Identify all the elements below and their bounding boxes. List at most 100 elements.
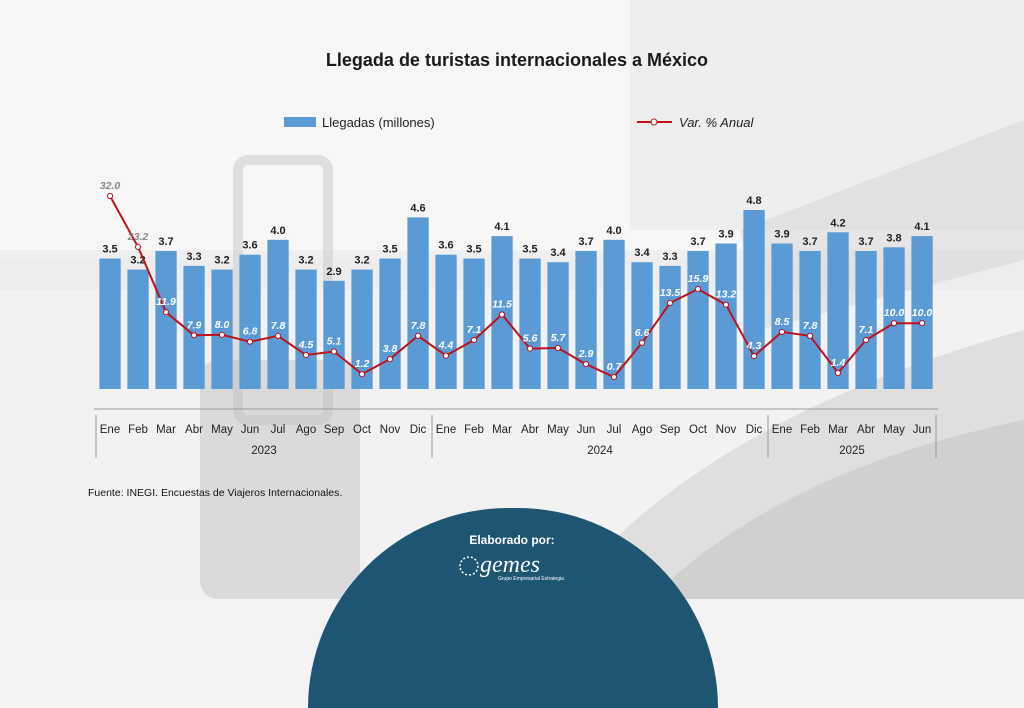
line-point (694, 286, 702, 293)
bar (211, 269, 233, 389)
x-tick-label: Abr (185, 424, 203, 436)
bar-value-label: 3.7 (802, 236, 817, 248)
line-value-label: 7.9 (187, 319, 202, 331)
bar-value-label: 2.9 (326, 266, 341, 278)
bar-value-label: 3.3 (186, 251, 201, 263)
line-point (666, 299, 674, 307)
line-point (750, 353, 758, 360)
line-value-label: 2.9 (578, 348, 594, 360)
line-point (246, 338, 254, 345)
line-value-label: 6.6 (635, 327, 650, 339)
bar (295, 269, 317, 389)
line-value-label: 0.7 (607, 361, 623, 373)
bar (827, 232, 849, 389)
x-tick-label: Abr (521, 424, 539, 436)
bar-value-label: 3.5 (522, 244, 537, 256)
line-point (106, 192, 114, 200)
x-tick-label: Jul (607, 424, 622, 436)
bar-value-label: 3.5 (382, 244, 397, 256)
line-value-label: 15.9 (688, 273, 709, 285)
line-point (302, 351, 310, 359)
x-tick-label: Ene (100, 424, 120, 436)
line-value-label: 10.0 (884, 307, 905, 319)
logo-wordmark: gemes (480, 552, 540, 578)
line-value-label: 8.5 (775, 316, 790, 328)
bar-value-label: 3.7 (858, 236, 873, 248)
bar-value-label: 3.6 (242, 240, 257, 252)
x-tick-label: Nov (380, 424, 401, 436)
x-tick-label: Jun (577, 424, 596, 436)
bar (435, 254, 457, 389)
bar-value-label: 4.1 (914, 221, 929, 233)
bar-value-label: 3.2 (298, 255, 313, 267)
line-value-label: 4.3 (746, 340, 762, 352)
line-value-label: 11.5 (492, 299, 512, 311)
bar (155, 251, 177, 389)
line-point (414, 332, 422, 339)
legend-line-label: Var. % Anual (679, 115, 755, 130)
line-point (638, 339, 646, 346)
x-tick-label: Ago (632, 424, 652, 436)
x-tick-label: Jun (241, 424, 260, 436)
bar-value-label: 3.7 (690, 236, 705, 248)
line-point (162, 309, 170, 316)
line-value-label: 6.8 (243, 326, 258, 338)
line-value-label: 7.1 (859, 324, 874, 336)
bar-value-label: 3.5 (466, 244, 481, 256)
line-point (330, 348, 338, 355)
line-point (778, 328, 786, 335)
line-value-label: 1.2 (355, 358, 370, 370)
line-point (218, 331, 226, 338)
line-point (134, 243, 142, 250)
bar-value-label: 3.5 (102, 244, 117, 256)
x-tick-label: May (547, 424, 569, 436)
bar-value-label: 4.0 (270, 225, 285, 237)
bar (687, 251, 709, 389)
x-tick-label: Feb (128, 424, 148, 436)
line-value-label: 3.8 (383, 343, 398, 355)
line-value-label: 23.2 (127, 231, 149, 243)
x-tick-label: Mar (828, 424, 848, 436)
bar (99, 258, 121, 389)
x-tick-label: Feb (464, 424, 484, 436)
bar-value-label: 3.7 (158, 236, 173, 248)
bar-value-label: 3.2 (214, 255, 229, 267)
x-tick-label: Abr (857, 424, 875, 436)
bar-value-label: 3.4 (550, 247, 566, 259)
x-tick-label: Dic (746, 424, 763, 436)
bar (183, 265, 205, 389)
bar-value-label: 3.9 (774, 229, 789, 241)
bar (631, 262, 653, 389)
line-value-label: 7.8 (803, 320, 818, 332)
bar (603, 239, 625, 389)
chart: Llegada de turistas internacionales a Mé… (94, 50, 938, 458)
legend: Llegadas (millones) Var. % Anual (284, 115, 755, 130)
line-value-label: 10.0 (912, 307, 933, 319)
line-value-label: 4.4 (438, 340, 454, 352)
bar (659, 265, 681, 389)
x-tick-label: Ene (436, 424, 456, 436)
bar-value-label: 3.2 (354, 255, 369, 267)
bar-series: 3.53.23.73.3 3.23.64.03.22.93.23.54.63.6 3… (99, 195, 933, 389)
bar-value-label: 3.8 (886, 232, 901, 244)
bar (407, 217, 429, 389)
bar (519, 258, 541, 389)
bar (855, 251, 877, 389)
line-point (918, 320, 926, 327)
chart-title: Llegada de turistas internacionales a Mé… (326, 50, 708, 70)
legend-bars-label: Llegadas (millones) (322, 115, 435, 130)
bar (575, 251, 597, 389)
bar-value-label: 4.8 (746, 195, 761, 207)
bar-value-label: 3.7 (578, 236, 593, 248)
line-point (554, 344, 562, 352)
line-value-label: 11.9 (156, 296, 176, 308)
line-point (190, 332, 198, 339)
line-value-label: 5.7 (551, 332, 567, 344)
gemes-logo: gemes Grupo Empresarial Estrategia (459, 552, 564, 582)
x-tick-label: Ago (296, 424, 316, 436)
line-value-label: 13.2 (716, 289, 737, 301)
line-point (274, 332, 282, 339)
year-label: 2024 (587, 445, 613, 457)
line-point (806, 332, 814, 339)
bar-value-label: 3.3 (662, 251, 677, 263)
